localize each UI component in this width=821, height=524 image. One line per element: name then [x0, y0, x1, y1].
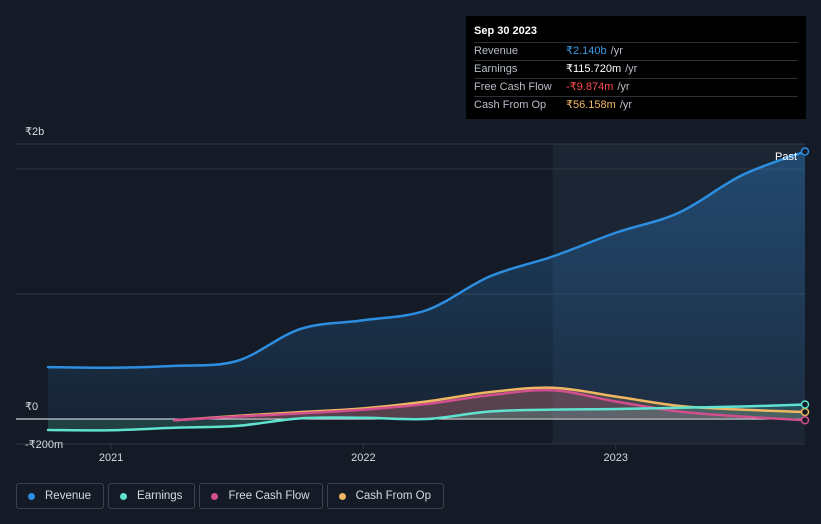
legend-item-revenue[interactable]: Revenue [16, 483, 105, 509]
legend: Revenue Earnings Free Cash Flow Cash Fro… [16, 483, 445, 509]
legend-label: Revenue [45, 490, 92, 502]
tooltip-unit: /yr [617, 81, 630, 93]
tooltip-value: ₹115.720m [566, 63, 622, 75]
tooltip-date: Sep 30 2023 [474, 25, 537, 37]
tooltip-label: Free Cash Flow [474, 81, 552, 93]
tooltip-label: Revenue [474, 45, 519, 57]
y-tick-label: ₹2b [25, 126, 44, 138]
tooltip-value: -₹9.874m [566, 81, 614, 93]
earnings-end-marker [800, 400, 810, 409]
tooltip-label: Cash From Op [474, 99, 547, 111]
legend-item-earnings[interactable]: Earnings [108, 483, 196, 509]
tooltip-label: Earnings [474, 63, 518, 75]
earnings-dot-icon [120, 492, 128, 500]
tooltip-row-earnings: Earnings ₹115.720m /yr [474, 60, 798, 78]
legend-item-free-cash-flow[interactable]: Free Cash Flow [199, 483, 323, 509]
revenue-line [46, 150, 807, 370]
revenue-area [48, 151, 805, 419]
tooltip-value: ₹56.158m [566, 99, 616, 111]
y-tick-label: ₹0 [25, 401, 38, 413]
cash-from-op-dot-icon [338, 492, 346, 500]
tooltip-unit: /yr [610, 45, 623, 57]
tooltip: Sep 30 2023 Revenue ₹2.140b /yr Earnings… [466, 16, 806, 119]
revenue-dot-icon [28, 492, 35, 500]
y-tick-label: -₹200m [25, 439, 63, 451]
free-cash-flow-line [172, 388, 807, 422]
earnings-line [46, 403, 807, 432]
cash-from-op-end-marker [800, 407, 810, 417]
x-tick-label: 2022 [351, 452, 375, 464]
tooltip-unit: /yr [619, 99, 633, 111]
tooltip-unit: /yr [625, 63, 638, 75]
tooltip-row-cash-from-op: Cash From Op ₹56.158m /yr [474, 96, 798, 114]
legend-label: Free Cash Flow [228, 490, 310, 502]
earnings-area [48, 404, 805, 431]
tooltip-row-revenue: Revenue ₹2.140b /yr [474, 42, 798, 60]
free-cash-flow-dot-icon [211, 492, 219, 500]
revenue-end-marker [800, 147, 810, 156]
tooltip-row-free-cash-flow: Free Cash Flow -₹9.874m /yr [474, 78, 798, 96]
legend-item-cash-from-op[interactable]: Cash From Op [326, 483, 445, 509]
legend-label: Cash From Op [355, 490, 432, 502]
x-tick-label: 2023 [604, 452, 628, 464]
legend-label: Earnings [137, 490, 183, 502]
x-tick-label: 2021 [99, 452, 123, 464]
tooltip-value: ₹2.140b [566, 45, 607, 57]
free-cash-flow-end-marker [800, 416, 810, 425]
past-label: Past [775, 151, 797, 163]
